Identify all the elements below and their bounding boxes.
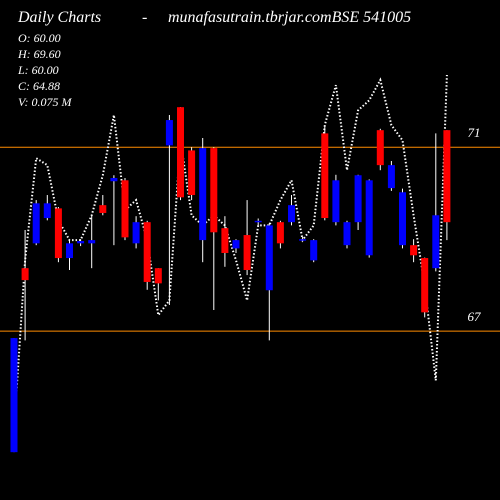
candle-body: [21, 268, 29, 281]
info-line: C: 64.88: [18, 79, 60, 93]
candle-body: [399, 192, 406, 246]
candles: [10, 107, 451, 453]
site: munafasutrain.tbrjar.com: [168, 9, 332, 26]
candle-body: [343, 222, 351, 246]
candle-body: [210, 148, 218, 233]
info-line: H: 69.60: [17, 47, 61, 61]
info-line: O: 60.00: [18, 31, 61, 45]
candle-body: [221, 228, 229, 253]
candle-body: [54, 208, 62, 259]
level-label: 67: [468, 309, 482, 324]
candle-body: [243, 235, 251, 271]
candle-body: [77, 241, 85, 244]
candle-body: [143, 222, 151, 282]
candle-body: [232, 240, 240, 249]
ohlc-info: O: 60.00 H: 69.60 L: 60.00 C: 64.88 V: 0.075…: [17, 31, 73, 109]
candle-body: [10, 338, 18, 453]
candle-body: [321, 133, 329, 219]
candle-body: [299, 239, 307, 241]
info-line: V: 0.075 M: [18, 95, 73, 109]
candle-body: [66, 243, 73, 259]
ticks: 67 71: [0, 125, 500, 332]
candle-body: [110, 178, 118, 182]
candle-body: [132, 222, 140, 244]
candle-body: [365, 180, 373, 256]
candle-body: [376, 130, 384, 166]
symbol: BSE 541005: [332, 9, 412, 26]
candle-body: [43, 203, 51, 219]
candle-body: [265, 225, 273, 291]
candle-body: [88, 240, 96, 244]
candle-body: [199, 148, 207, 241]
candle-body: [288, 205, 295, 223]
separator: -: [142, 9, 147, 26]
candle-body: [432, 215, 440, 269]
candle-body: [410, 245, 418, 256]
candle-body: [276, 222, 284, 244]
info-line: L: 60.00: [17, 63, 59, 77]
candle-body: [121, 180, 129, 238]
source: munafasutrain.tbrjar.comBSE 541005: [168, 9, 411, 26]
candle-body: [421, 258, 429, 313]
candle-body: [188, 150, 196, 196]
candle-body: [387, 165, 395, 189]
candle-body: [177, 107, 184, 198]
candle-body: [354, 175, 362, 223]
line-layer: [13, 74, 448, 431]
trend-line: [13, 74, 448, 431]
candle-body: [99, 205, 107, 213]
chart-title: Daily Charts: [17, 9, 101, 26]
candle-body: [332, 180, 340, 223]
candle-body: [154, 268, 162, 284]
candle-body: [443, 130, 451, 223]
candle-body: [310, 240, 318, 261]
level-label: 71: [468, 125, 481, 140]
candle-body: [32, 203, 40, 244]
candle-body: [165, 120, 173, 146]
candle-body: [254, 220, 262, 223]
